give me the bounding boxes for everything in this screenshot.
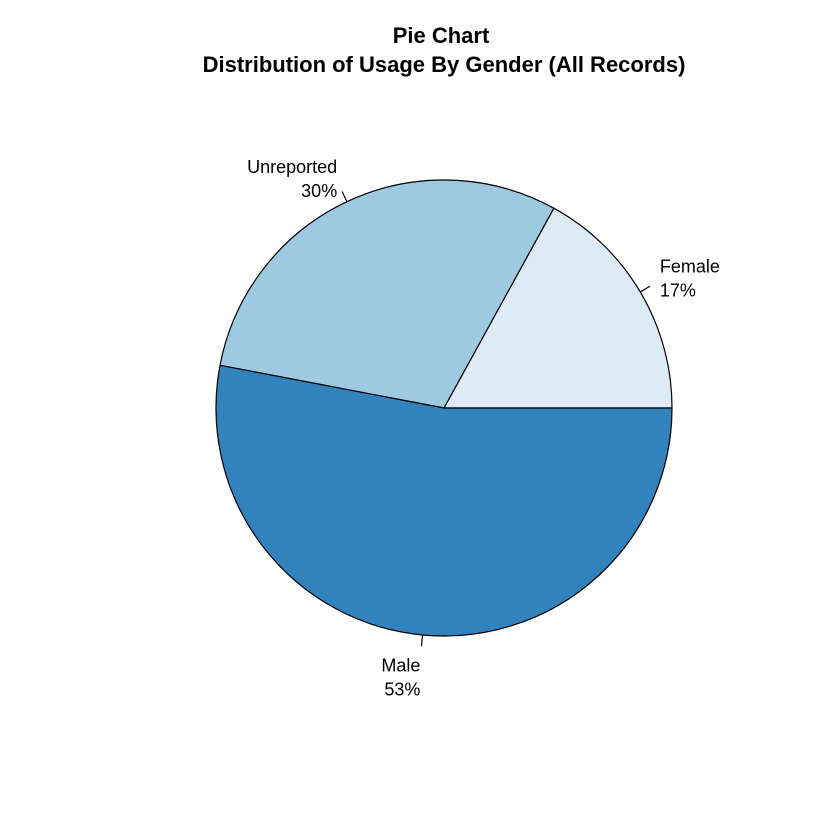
chart-subtitle: Distribution of Usage By Gender (All Rec… — [203, 52, 686, 77]
pie-label-percent-female: 17% — [660, 280, 696, 300]
pie-slice-male — [215, 364, 673, 637]
pie-slices — [215, 179, 673, 637]
pie-slice-unreported — [219, 179, 555, 409]
pie-leader-female — [639, 285, 651, 293]
pie-leader-male — [420, 634, 424, 647]
pie-label-percent-unreported: 30% — [301, 181, 337, 201]
pie-label-name-male: Male — [381, 656, 420, 676]
pie-labels: Female 17% Unreported 30% Male 53% — [247, 157, 720, 700]
pie-label-name-female: Female — [660, 256, 720, 276]
pie-label-name-unreported: Unreported — [247, 157, 337, 177]
pie-leader-unreported — [341, 191, 348, 202]
pie-label-percent-male: 53% — [384, 680, 420, 700]
chart-title: Pie Chart — [393, 23, 490, 48]
